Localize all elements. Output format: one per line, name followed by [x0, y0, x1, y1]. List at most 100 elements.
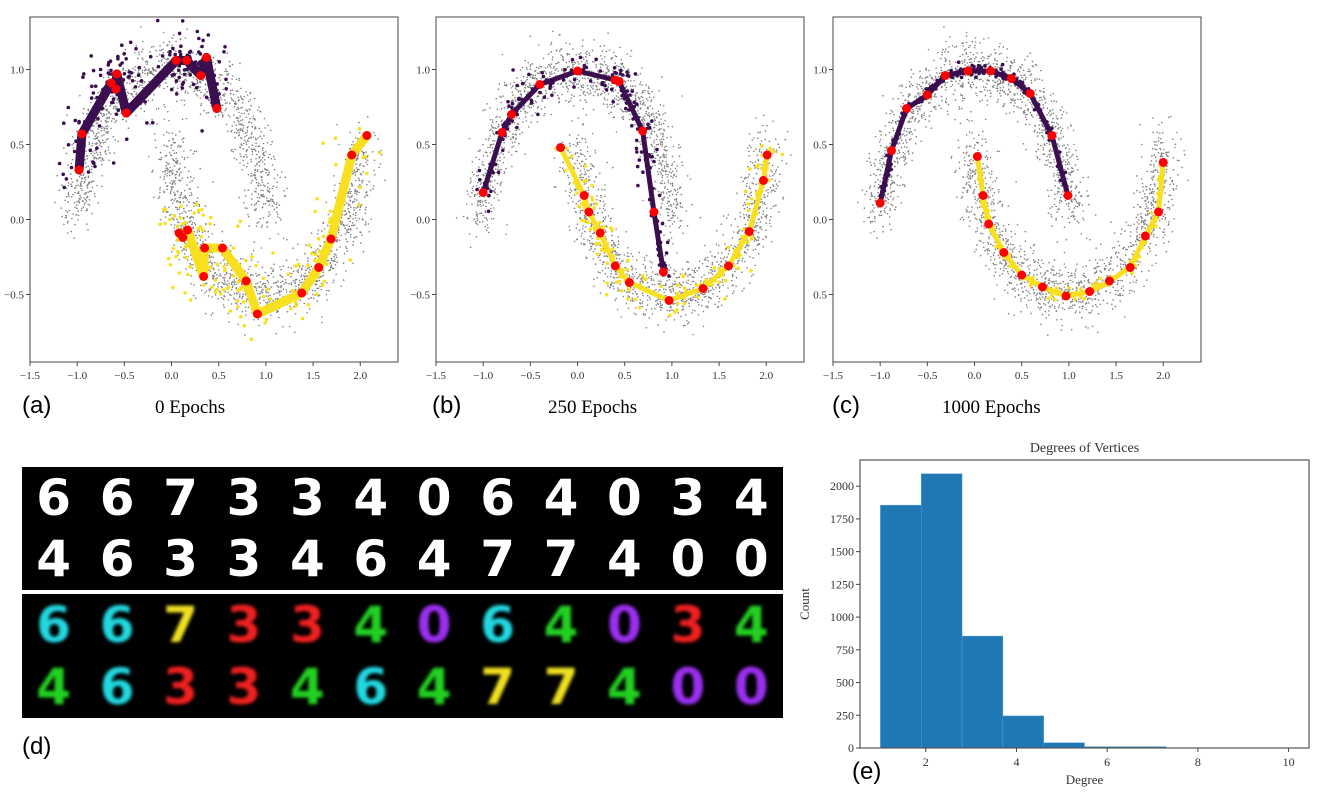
- data-point: [673, 269, 675, 271]
- data-point: [179, 73, 181, 75]
- data-point: [625, 267, 627, 269]
- data-point: [649, 96, 651, 98]
- data-point: [241, 107, 243, 109]
- data-point: [171, 251, 173, 253]
- graph-node: [77, 130, 86, 139]
- class-upper-point: [129, 41, 133, 45]
- data-point: [304, 253, 306, 255]
- data-point: [193, 284, 195, 286]
- data-point: [266, 295, 268, 297]
- data-point: [589, 55, 591, 57]
- data-point: [110, 128, 112, 130]
- class-lower-point: [188, 265, 192, 269]
- data-point: [485, 139, 487, 141]
- data-point: [205, 313, 207, 315]
- data-point: [247, 272, 249, 274]
- data-point: [676, 252, 678, 254]
- data-point: [65, 215, 67, 217]
- data-point: [227, 52, 229, 54]
- data-point: [712, 264, 714, 266]
- class-upper-point: [199, 52, 203, 56]
- data-point: [595, 263, 597, 265]
- class-upper-point: [207, 80, 211, 84]
- data-point: [227, 280, 229, 282]
- data-point: [571, 94, 573, 96]
- data-point: [146, 60, 148, 62]
- data-point: [487, 147, 489, 149]
- data-point: [670, 232, 672, 234]
- data-point: [482, 144, 484, 146]
- class-lower-point: [232, 246, 236, 250]
- data-point: [137, 58, 139, 60]
- data-point: [206, 290, 208, 292]
- data-point: [569, 145, 571, 147]
- data-point: [485, 172, 487, 174]
- data-point: [359, 180, 361, 182]
- data-point: [640, 143, 642, 145]
- data-point: [493, 207, 495, 209]
- data-point: [346, 224, 348, 226]
- data-point: [664, 120, 666, 122]
- data-point: [347, 203, 349, 205]
- class-lower-point: [334, 136, 338, 140]
- data-point: [520, 69, 522, 71]
- data-point: [498, 153, 500, 155]
- data-point: [314, 290, 316, 292]
- data-point: [66, 196, 68, 198]
- data-point: [260, 159, 262, 161]
- data-point: [207, 231, 209, 233]
- data-point: [205, 205, 207, 207]
- data-point: [612, 70, 614, 72]
- class-lower-point: [200, 235, 204, 239]
- data-point: [273, 202, 275, 204]
- data-point: [246, 135, 248, 137]
- data-point: [512, 91, 514, 93]
- data-point: [700, 293, 702, 295]
- data-point: [260, 281, 262, 283]
- data-point: [215, 63, 217, 65]
- data-point: [652, 313, 654, 315]
- data-point: [522, 121, 524, 123]
- data-point: [649, 296, 651, 298]
- data-point: [652, 108, 654, 110]
- data-point: [573, 144, 575, 146]
- data-point: [559, 167, 561, 169]
- data-point: [254, 286, 256, 288]
- data-point: [95, 134, 97, 136]
- data-point: [358, 169, 360, 171]
- data-point: [243, 143, 245, 145]
- data-point: [254, 204, 256, 206]
- data-point: [165, 59, 167, 61]
- data-point: [165, 82, 167, 84]
- data-point: [590, 236, 592, 238]
- data-point: [106, 128, 108, 130]
- data-point: [670, 218, 672, 220]
- data-point: [368, 223, 370, 225]
- data-point: [776, 149, 778, 151]
- data-point: [666, 137, 668, 139]
- data-point: [544, 113, 546, 115]
- data-point: [637, 74, 639, 76]
- class-lower-point: [219, 292, 223, 296]
- data-point: [198, 212, 200, 214]
- data-point: [190, 283, 192, 285]
- data-point: [260, 131, 262, 133]
- class-upper-point: [217, 92, 221, 96]
- data-point: [339, 246, 341, 248]
- data-point: [669, 289, 671, 291]
- data-point: [705, 257, 707, 259]
- data-point: [779, 173, 781, 175]
- data-point: [135, 80, 137, 82]
- data-point: [381, 154, 383, 156]
- data-point: [240, 130, 242, 132]
- data-point: [641, 96, 643, 98]
- data-point: [472, 188, 474, 190]
- data-point: [248, 101, 250, 103]
- data-point: [178, 197, 180, 199]
- data-point: [168, 171, 170, 173]
- data-point: [498, 88, 500, 90]
- data-point: [132, 76, 134, 78]
- class-lower-point: [214, 278, 218, 282]
- data-point: [729, 250, 731, 252]
- class-upper-point: [130, 71, 134, 75]
